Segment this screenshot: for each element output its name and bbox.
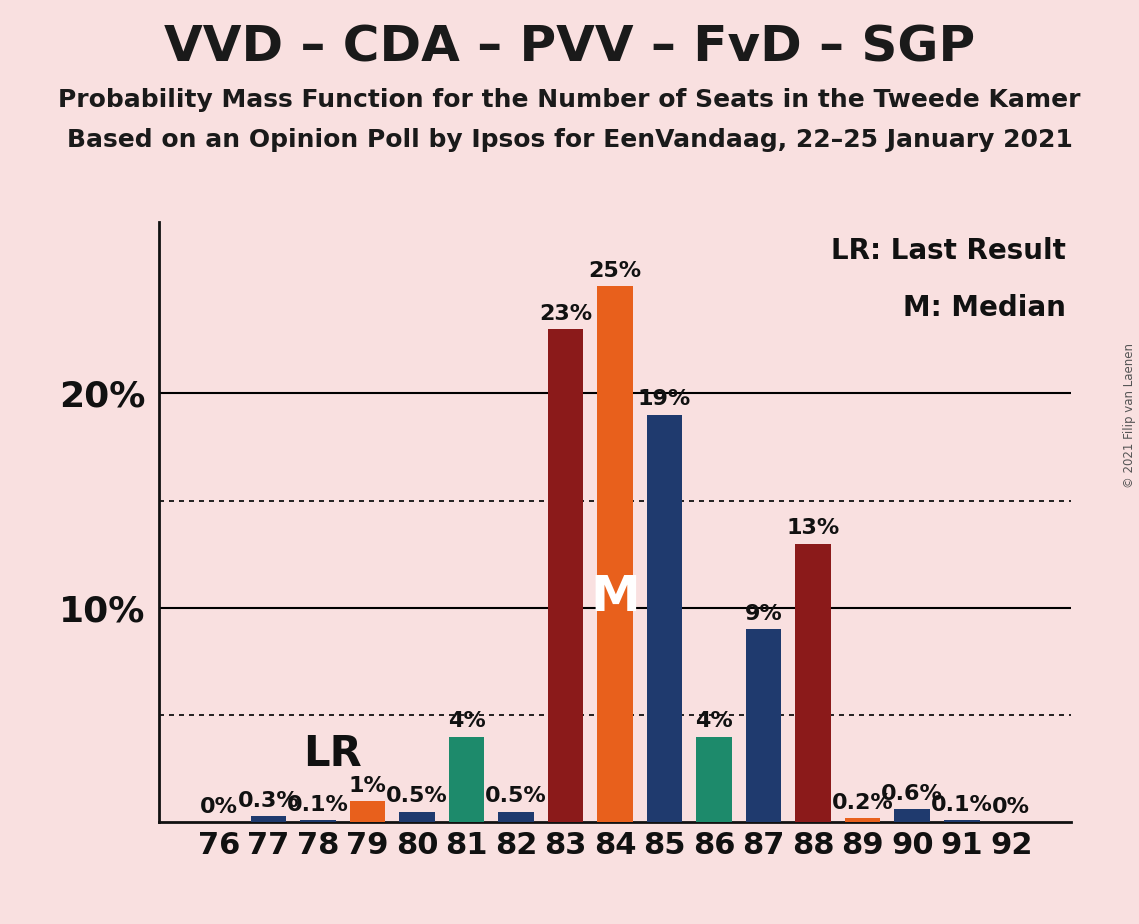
Text: 1%: 1% (349, 775, 386, 796)
Text: LR: Last Result: LR: Last Result (831, 237, 1066, 265)
Bar (597, 286, 633, 822)
Bar (795, 543, 831, 822)
Text: 19%: 19% (638, 389, 691, 409)
Text: 0.3%: 0.3% (238, 791, 300, 810)
Bar (845, 818, 880, 822)
Bar (449, 736, 484, 822)
Text: M: Median: M: Median (903, 294, 1066, 322)
Text: 0.1%: 0.1% (287, 795, 349, 815)
Text: 0.1%: 0.1% (931, 795, 993, 815)
Text: M: M (590, 573, 640, 621)
Text: 23%: 23% (539, 304, 592, 323)
Bar (399, 811, 435, 822)
Text: © 2021 Filip van Laenen: © 2021 Filip van Laenen (1123, 344, 1137, 488)
Text: 0.2%: 0.2% (831, 793, 893, 813)
Text: VVD – CDA – PVV – FvD – SGP: VVD – CDA – PVV – FvD – SGP (164, 23, 975, 71)
Bar (944, 821, 980, 822)
Text: 0.5%: 0.5% (386, 786, 448, 807)
Bar (696, 736, 732, 822)
Text: 4%: 4% (448, 711, 485, 731)
Text: Based on an Opinion Poll by Ipsos for EenVandaag, 22–25 January 2021: Based on an Opinion Poll by Ipsos for Ee… (66, 128, 1073, 152)
Bar (894, 809, 931, 822)
Text: LR: LR (303, 733, 362, 774)
Bar (746, 629, 781, 822)
Text: 4%: 4% (695, 711, 734, 731)
Bar (300, 821, 336, 822)
Text: 0%: 0% (992, 797, 1031, 817)
Text: 0.5%: 0.5% (485, 786, 547, 807)
Bar (548, 329, 583, 822)
Bar (251, 816, 286, 822)
Text: Probability Mass Function for the Number of Seats in the Tweede Kamer: Probability Mass Function for the Number… (58, 88, 1081, 112)
Text: 9%: 9% (745, 604, 782, 624)
Bar (498, 811, 534, 822)
Text: 13%: 13% (787, 518, 839, 538)
Bar (647, 415, 682, 822)
Text: 0%: 0% (199, 797, 238, 817)
Text: 0.6%: 0.6% (882, 784, 943, 804)
Text: 25%: 25% (589, 261, 641, 281)
Bar (350, 801, 385, 822)
